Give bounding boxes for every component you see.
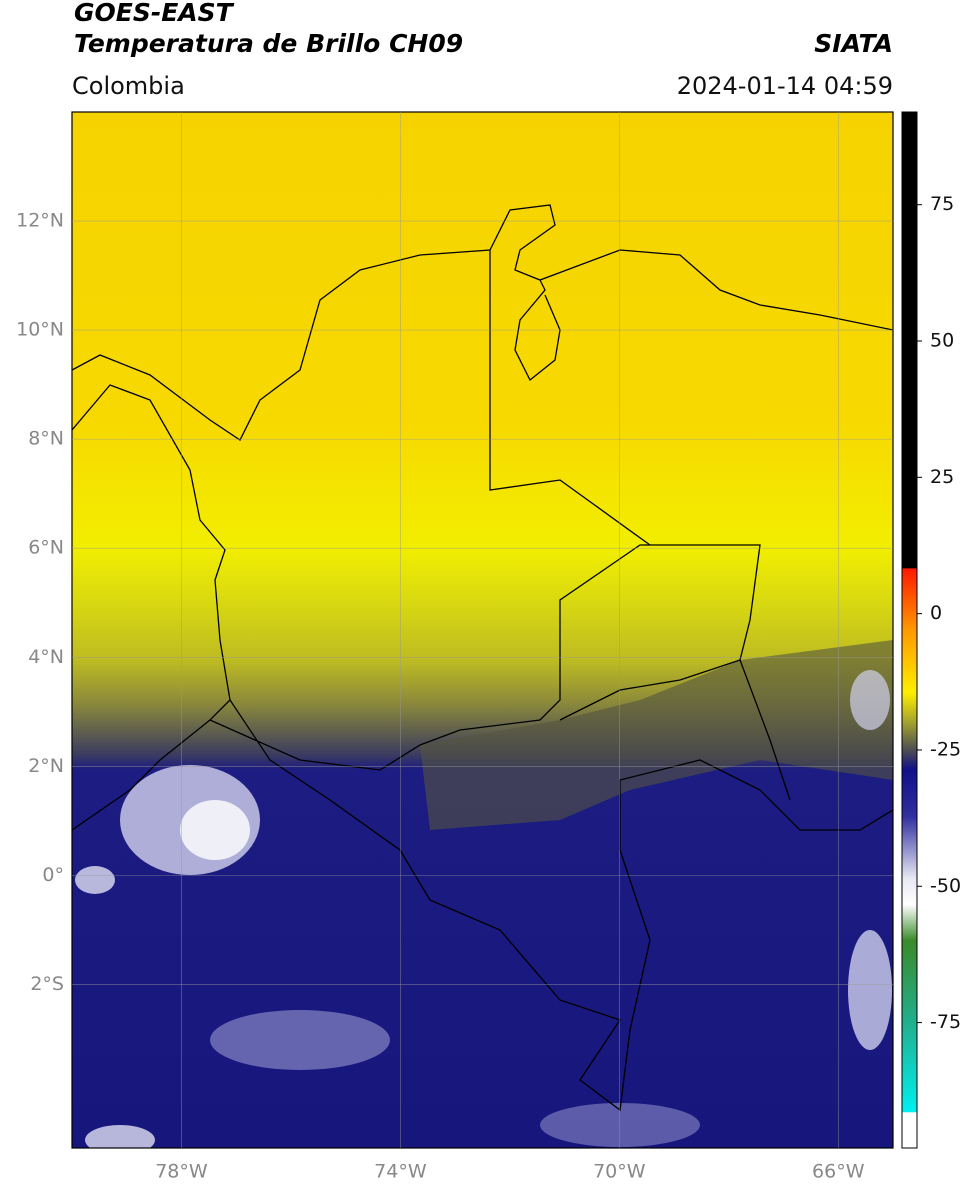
- lat-tick-label: 2°N: [28, 755, 64, 777]
- satellite: GOES-EAST: [74, 0, 235, 27]
- lon-tick-label: 74°W: [374, 1161, 427, 1183]
- source: SIATA: [814, 29, 893, 58]
- lon-tick-label: 70°W: [593, 1161, 646, 1183]
- product: Temperatura de Brillo CH09: [74, 29, 463, 58]
- lat-tick-label: 4°N: [28, 646, 64, 668]
- region: Colombia: [72, 72, 185, 100]
- colorbar: [901, 111, 918, 1149]
- lon-tick-label: 66°W: [812, 1161, 865, 1183]
- colorbar-tick-label: 75: [930, 193, 954, 215]
- lon-tick-label: 78°W: [155, 1161, 208, 1183]
- lat-tick-label: 8°N: [28, 428, 64, 450]
- map-frame: [71, 111, 894, 1149]
- lat-tick-label: 12°N: [16, 210, 64, 232]
- lat-tick-label: 0°: [42, 864, 64, 886]
- lat-tick-label: 2°S: [30, 973, 64, 995]
- colorbar-tick-label: 0: [930, 602, 942, 624]
- datetime: 2024-01-14 04:59: [677, 72, 893, 100]
- colorbar-tick-label: -75: [930, 1011, 961, 1033]
- lat-tick-label: 10°N: [16, 319, 64, 341]
- colorbar-tick-label: 25: [930, 466, 954, 488]
- lat-tick-label: 6°N: [28, 537, 64, 559]
- colorbar-tick-label: -25: [930, 738, 961, 760]
- colorbar-tick-label: 50: [930, 330, 954, 352]
- satellite-image: [72, 112, 893, 1148]
- colorbar-tick-label: -50: [930, 875, 961, 897]
